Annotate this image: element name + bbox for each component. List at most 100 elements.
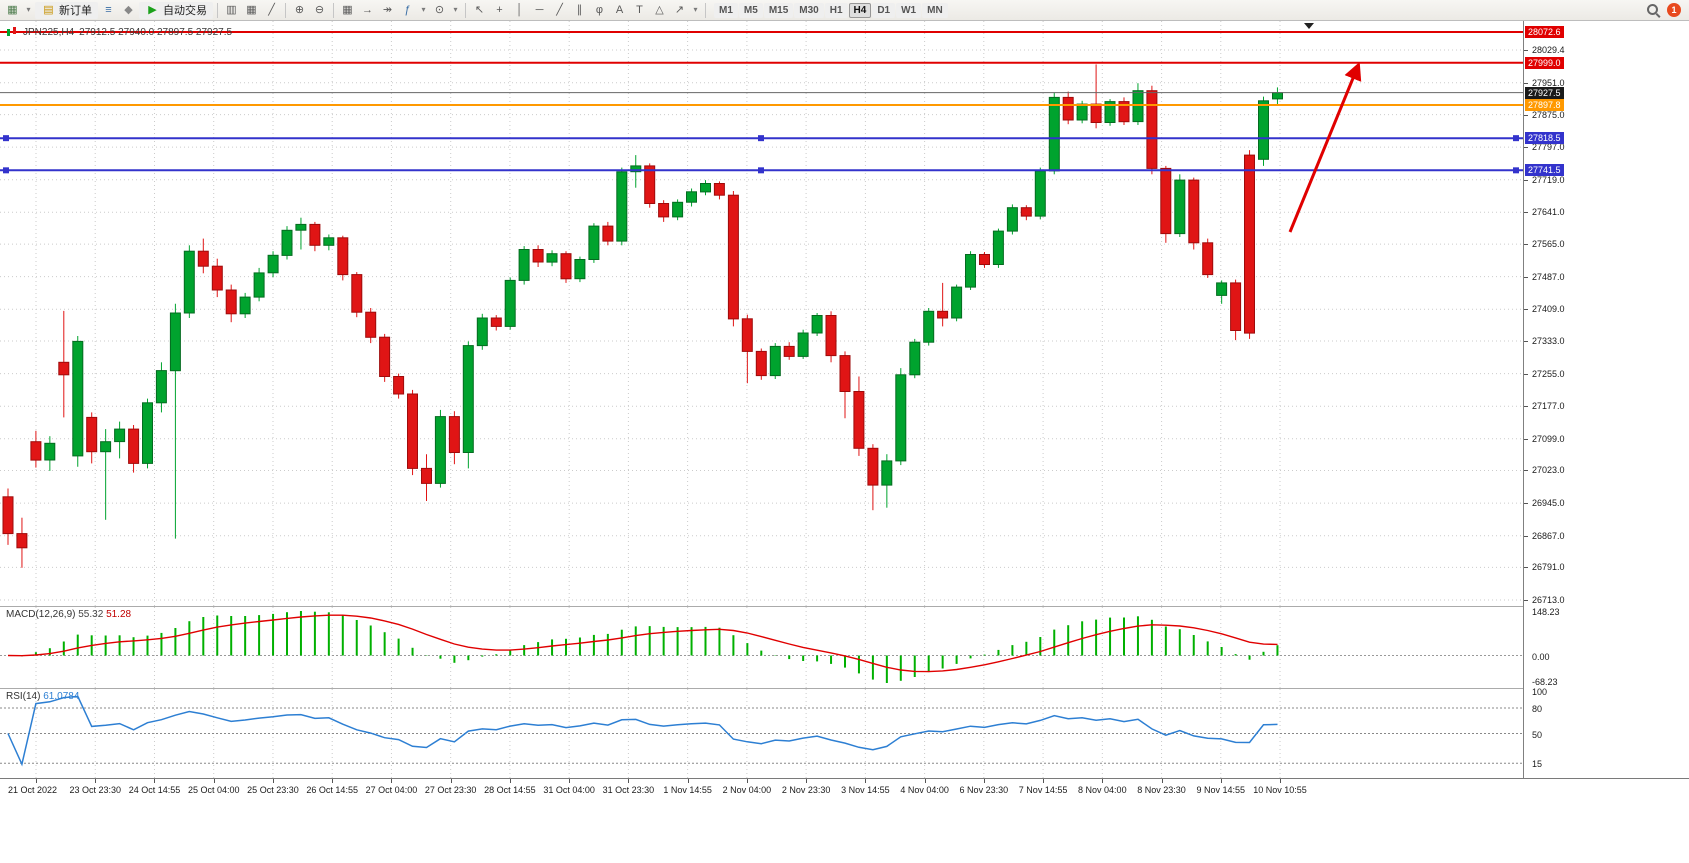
timeframe-button-H4[interactable]: H4 <box>848 2 872 18</box>
timeframe-button-M30[interactable]: M30 <box>794 2 824 18</box>
zoom-out-icon[interactable]: ⊖ <box>314 3 325 16</box>
price-axis-tick <box>1524 50 1528 52</box>
crosshair-icon[interactable]: + <box>496 3 503 16</box>
channel-icon[interactable]: ∥ <box>576 3 583 16</box>
chart-shift-icon[interactable]: ↠ <box>382 3 393 16</box>
timeframe-button-W1[interactable]: W1 <box>896 2 922 18</box>
auto-trading-button-label: 自动交易 <box>163 5 207 17</box>
rsi-axis-label: 15 <box>1532 759 1543 770</box>
price-axis-tick <box>1524 147 1528 149</box>
price-axis-label: 27099.0 <box>1532 433 1565 444</box>
price-tag-bid-price-line: 27927.5 <box>1525 86 1564 99</box>
price-axis-label: 27255.0 <box>1532 368 1565 379</box>
zoom-in-icon[interactable]: ⊕ <box>294 3 305 16</box>
price-axis-label: 27177.0 <box>1532 401 1565 412</box>
toolbar: ▦ ▾ ▤ 新订单 ≡ ◆ ▶ 自动交易 ▥ ▦ ╱ ⊕ ⊖ ▦ → ↠ ƒ ▾ ⊙ ▾ ↖ + │ ─ ╱ ∥ φ A T △ ↗ ▾ M1 M… <box>0 0 1689 21</box>
text-label-icon[interactable]: T <box>636 3 643 16</box>
periods-caret-icon[interactable]: ▾ <box>453 4 458 14</box>
line-chart-icon[interactable]: ╱ <box>268 3 275 16</box>
notification-badge[interactable]: 1 <box>1667 3 1681 17</box>
price-axis[interactable]: 28029.4 27951.0 27875.0 27797.0 27719.0 27641… <box>1523 21 1689 778</box>
text-icon[interactable]: A <box>615 3 624 16</box>
timeframe-button-M1[interactable]: M1 <box>714 2 738 18</box>
timeframe-button-M5[interactable]: M5 <box>738 2 763 18</box>
auto-trading-button[interactable]: ▶ 自动交易 <box>139 1 213 19</box>
chart-shift-marker-icon[interactable] <box>1304 23 1314 29</box>
time-axis-label: 27 Oct 04:00 <box>365 785 418 795</box>
price-axis-label: 27797.0 <box>1532 142 1565 153</box>
price-axis-tick <box>1524 82 1528 84</box>
macd-signal-value: 51.28 <box>106 609 132 620</box>
timeframe-button-MN[interactable]: MN <box>922 2 948 18</box>
horizontal-line-icon[interactable]: ─ <box>535 3 544 16</box>
time-axis-tick <box>628 779 630 783</box>
indicators-icon[interactable]: ƒ <box>404 3 411 16</box>
time-axis-tick <box>569 779 571 783</box>
time-axis-tick <box>687 779 689 783</box>
price-chart-canvas[interactable] <box>0 21 1523 606</box>
time-axis-label: 3 Nov 14:55 <box>841 785 890 795</box>
toolbar-right-group: 1 <box>1647 3 1686 17</box>
trendline-icon[interactable]: ╱ <box>556 3 563 16</box>
time-axis-label: 27 Oct 23:30 <box>424 785 477 795</box>
price-axis-tick <box>1524 276 1528 278</box>
objects-caret-icon[interactable]: ▾ <box>693 4 698 14</box>
bar-chart-icon[interactable]: ▥ <box>226 3 237 16</box>
auto-scroll-icon[interactable]: → <box>362 3 373 16</box>
time-axis-tick <box>272 779 274 783</box>
rsi-axis-label: 80 <box>1532 704 1543 714</box>
price-axis-tick <box>1524 212 1528 214</box>
timeframe-button-D1[interactable]: D1 <box>872 2 896 18</box>
price-axis-tick <box>1524 340 1528 342</box>
new-chart-caret-icon[interactable]: ▾ <box>26 4 31 14</box>
time-axis-label: 1 Nov 14:55 <box>663 785 712 795</box>
price-axis-tick <box>1524 309 1528 311</box>
indicators-caret-icon[interactable]: ▾ <box>421 4 426 14</box>
timeframe-button-M15[interactable]: M15 <box>763 2 794 18</box>
rsi-label: RSI(14) 61.0784 <box>6 691 80 702</box>
time-axis-label: 6 Nov 23:30 <box>959 785 1009 795</box>
price-axis-tick <box>1524 470 1528 472</box>
new-order-icon: ▤ <box>43 3 54 16</box>
time-axis-label: 21 Oct 2022 <box>8 785 58 795</box>
search-icon[interactable] <box>1647 3 1660 17</box>
arrows-icon[interactable]: ↗ <box>674 3 685 16</box>
time-axis-tick <box>1161 779 1163 783</box>
rsi-panel-separator[interactable] <box>0 688 1523 689</box>
price-axis-label: 26791.0 <box>1532 562 1565 573</box>
cursor-icon[interactable]: ↖ <box>474 3 485 16</box>
macd-indicator-canvas[interactable] <box>0 607 1523 688</box>
macd-panel-separator[interactable] <box>0 606 1523 607</box>
time-axis-tick <box>746 779 748 783</box>
price-axis-label: 27641.0 <box>1532 207 1565 218</box>
time-axis-label: 25 Oct 23:30 <box>247 785 299 795</box>
time-axis-tick <box>1102 779 1104 783</box>
price-axis-label: 26945.0 <box>1532 498 1565 509</box>
price-axis-label: 27409.0 <box>1532 304 1565 315</box>
vertical-line-icon[interactable]: │ <box>516 3 523 16</box>
time-axis-tick <box>154 779 156 783</box>
ohlc-readout: 27912.5 27940.0 27897.5 27927.5 <box>79 26 233 38</box>
market-watch-icon[interactable]: ≡ <box>105 3 112 16</box>
time-axis[interactable]: 21 Oct 2022 23 Oct 23:30 24 Oct 14:55 25 Oc… <box>0 778 1689 801</box>
new-order-button[interactable]: ▤ 新订单 <box>35 1 98 19</box>
price-axis-tick <box>1524 406 1528 408</box>
periods-icon[interactable]: ⊙ <box>434 3 445 16</box>
tile-windows-icon[interactable]: ▦ <box>342 3 353 16</box>
navigator-icon[interactable]: ◆ <box>124 3 133 16</box>
fibonacci-icon[interactable]: φ <box>595 3 604 16</box>
price-axis-label: 27333.0 <box>1532 335 1565 346</box>
rsi-indicator-canvas[interactable] <box>0 689 1523 778</box>
new-chart-icon[interactable]: ▦ <box>7 3 18 16</box>
new-order-button-label: 新订单 <box>59 5 92 17</box>
candlestick-chart-icon[interactable]: ▦ <box>246 3 257 16</box>
shapes-icon[interactable]: △ <box>655 3 664 16</box>
price-axis-label: 27565.0 <box>1532 239 1565 250</box>
time-axis-tick <box>1280 779 1282 783</box>
time-axis-label: 28 Oct 14:55 <box>484 785 536 795</box>
price-axis-tick <box>1524 438 1528 440</box>
symbol-timeframe-label: JPN225,H4 <box>23 26 75 38</box>
timeframe-button-H1[interactable]: H1 <box>824 2 848 18</box>
candlestick-mini-icon <box>7 27 16 36</box>
